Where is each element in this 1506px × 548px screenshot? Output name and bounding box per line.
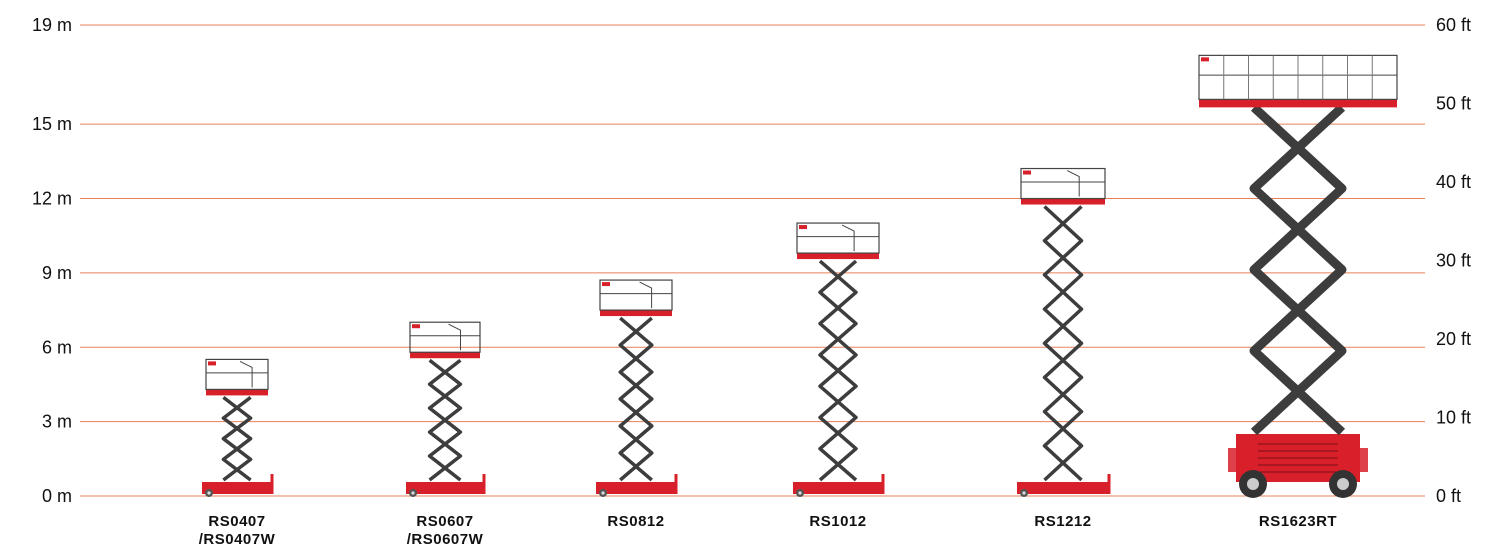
model-label: RS0407 xyxy=(208,513,265,530)
left-tick-label: 12 m xyxy=(32,189,72,209)
model-label: RS0607 xyxy=(416,513,473,530)
left-tick-label: 19 m xyxy=(32,15,72,35)
chassis xyxy=(202,482,272,494)
platform-deck xyxy=(600,310,672,317)
guardrail-gate xyxy=(841,224,855,252)
lift-5 xyxy=(1198,54,1398,498)
chassis xyxy=(1017,482,1109,494)
right-axis-feet: 0 ft 10 ft 20 ft 30 ft 40 ft 50 ft 60 ft xyxy=(1436,15,1471,506)
right-tick-label: 0 ft xyxy=(1436,486,1461,506)
gridlines xyxy=(80,24,1425,497)
guardrail-gate xyxy=(639,281,653,309)
wheel-hub xyxy=(1022,491,1026,495)
guardrail xyxy=(796,222,880,254)
platform-deck xyxy=(206,389,268,396)
scissor-arm xyxy=(221,396,253,482)
wheel-hub xyxy=(798,491,802,495)
control-box xyxy=(602,282,610,287)
scissor-arm xyxy=(618,316,654,482)
scissor-arm xyxy=(221,396,253,482)
wheel-hub xyxy=(411,491,415,495)
wheel-hub xyxy=(207,491,211,495)
model-label: RS0812 xyxy=(607,513,664,530)
platform-deck xyxy=(1021,198,1105,205)
guardrail xyxy=(409,321,481,353)
wheel-hub xyxy=(1247,478,1259,490)
chassis xyxy=(596,482,676,494)
right-tick-label: 30 ft xyxy=(1436,251,1471,271)
control-box xyxy=(1023,170,1031,175)
left-tick-label: 0 m xyxy=(42,486,72,506)
scissor-arm xyxy=(1249,104,1347,436)
scissor-arm xyxy=(1042,205,1084,482)
scissor-arm xyxy=(1042,205,1084,482)
chassis-side xyxy=(1228,448,1368,472)
chassis xyxy=(793,482,883,494)
left-tick-label: 9 m xyxy=(42,263,72,283)
guardrail xyxy=(205,358,269,391)
model-label-line2: /RS0407W xyxy=(199,531,276,548)
wheel-hub xyxy=(1337,478,1349,490)
control-box xyxy=(208,361,216,366)
right-tick-label: 50 ft xyxy=(1436,94,1471,114)
left-axis-meters: 0 m 3 m 6 m 9 m 12 m 15 m 19 m xyxy=(32,15,72,506)
platform-deck xyxy=(410,352,480,359)
platform-deck xyxy=(1199,99,1397,108)
scissor-arm xyxy=(618,316,654,482)
control-box xyxy=(412,324,420,329)
platform-deck xyxy=(797,253,879,260)
model-label: RS1012 xyxy=(809,513,866,530)
lift-1 xyxy=(406,321,486,497)
scissor-arm xyxy=(818,259,858,482)
right-tick-label: 60 ft xyxy=(1436,15,1471,35)
guardrail xyxy=(1020,167,1106,200)
left-tick-label: 3 m xyxy=(42,412,72,432)
lift-4 xyxy=(1017,167,1111,497)
control-box xyxy=(1201,57,1209,62)
lift-2 xyxy=(596,279,678,497)
model-label: RS1623RT xyxy=(1259,513,1337,530)
lift-illustrations xyxy=(202,54,1398,498)
scissor-arm xyxy=(1249,104,1347,436)
scissor-arm xyxy=(427,358,463,482)
model-labels: RS0407/RS0407W RS0607/RS0607W RS0812 RS1012… xyxy=(199,513,1337,548)
right-tick-label: 40 ft xyxy=(1436,172,1471,192)
right-tick-label: 10 ft xyxy=(1436,408,1471,428)
model-label-line2: /RS0607W xyxy=(407,531,484,548)
chassis xyxy=(406,482,484,494)
guardrail-gate xyxy=(239,360,253,388)
left-tick-label: 6 m xyxy=(42,337,72,357)
left-tick-label: 15 m xyxy=(32,114,72,134)
guardrail xyxy=(599,279,673,311)
model-label: RS1212 xyxy=(1034,513,1091,530)
lift-0 xyxy=(202,358,274,497)
control-box xyxy=(799,225,807,230)
guardrail-gate xyxy=(1066,170,1080,197)
right-tick-label: 20 ft xyxy=(1436,329,1471,349)
guardrail-gate xyxy=(448,323,461,351)
lift-3 xyxy=(793,222,885,497)
wheel-hub xyxy=(601,491,605,495)
